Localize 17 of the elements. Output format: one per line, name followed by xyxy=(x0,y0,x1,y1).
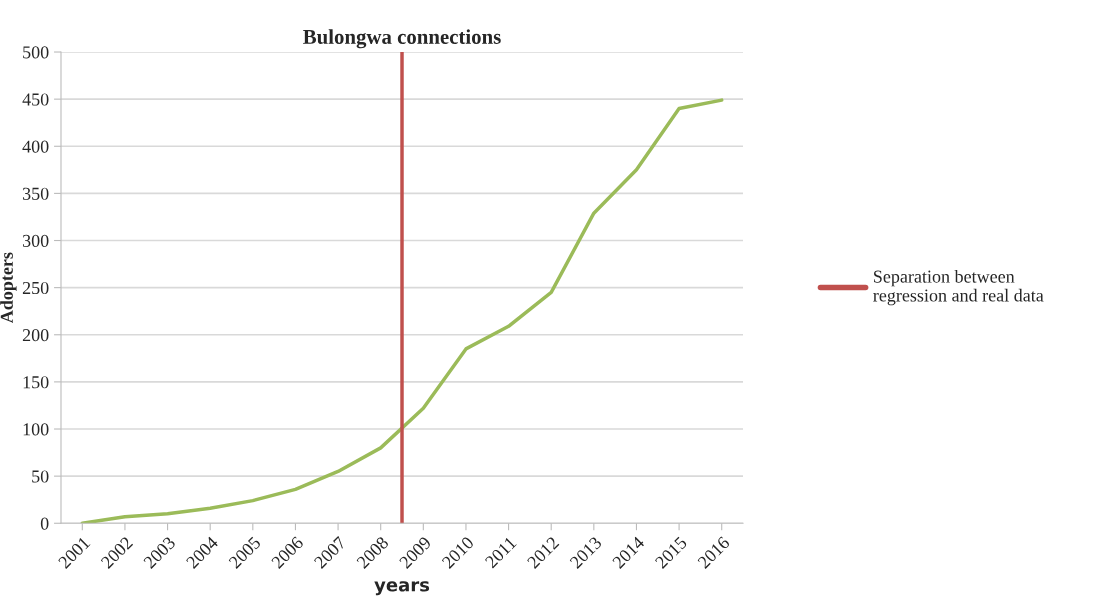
legend-label: Separation between regression and real data xyxy=(873,269,1044,306)
y-tick-label: 50 xyxy=(32,470,49,483)
y-tick-label: 500 xyxy=(23,46,49,59)
y-tick-label: 250 xyxy=(22,281,49,295)
y-tick-label: 400 xyxy=(22,140,49,153)
x-axis-title: years xyxy=(374,581,430,596)
y-tick-label: 100 xyxy=(23,423,49,436)
y-tick-label: 300 xyxy=(22,234,49,247)
y-axis-title: Adopters xyxy=(0,252,17,324)
y-tick-label: 200 xyxy=(22,329,49,342)
chart-title: Bulongwa connections xyxy=(303,29,501,49)
x-tick-label: 2011 xyxy=(484,536,517,569)
line-series xyxy=(80,98,724,524)
y-tick-label: 0 xyxy=(40,517,49,530)
y-tick-label: 150 xyxy=(23,376,49,389)
y-tick-label: 350 xyxy=(22,187,49,200)
y-tick-label: 450 xyxy=(22,93,49,106)
